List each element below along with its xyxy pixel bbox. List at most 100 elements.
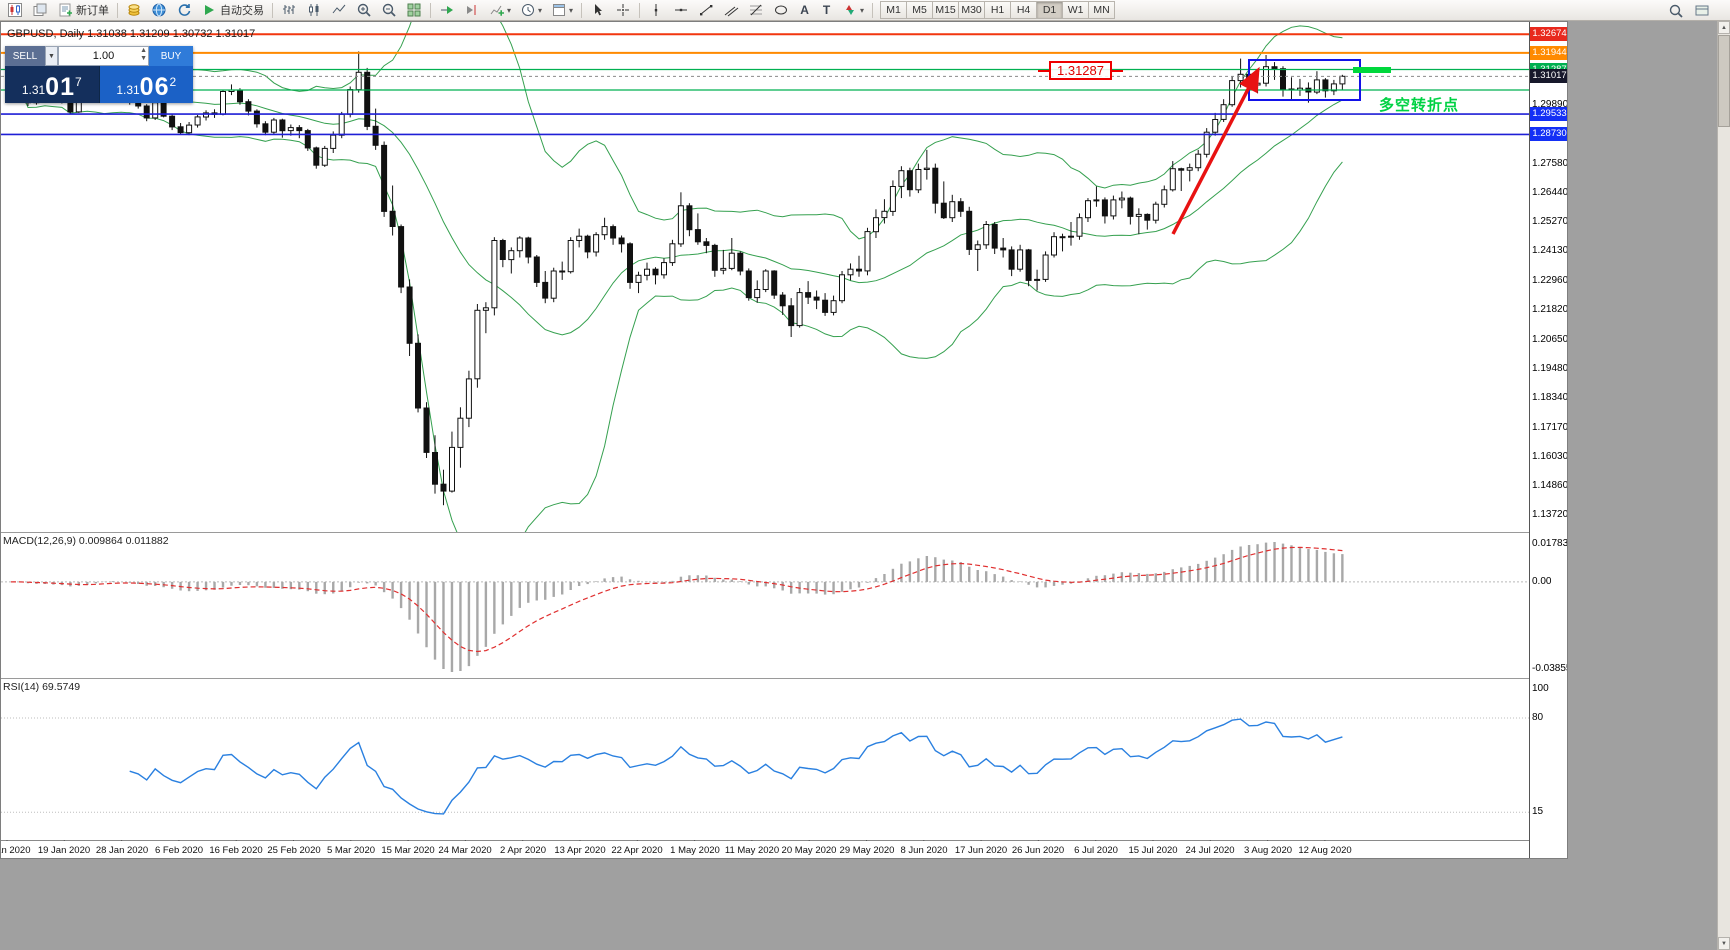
date-label: 26 Jun 2020 (1011, 845, 1065, 856)
timeframe-m30-button[interactable]: M30 (958, 1, 986, 19)
price-scale-label: 1.19480 (1532, 363, 1568, 374)
timeframe-d1-button[interactable]: D1 (1036, 1, 1064, 19)
periods-button[interactable]: ▾ (516, 1, 546, 20)
horizontal-line-tool-button[interactable] (669, 1, 693, 20)
crosshair-icon (615, 2, 631, 18)
refresh-button[interactable] (172, 1, 196, 20)
new-order-button[interactable]: 新订单 (53, 1, 113, 20)
chart-window: GBPUSD, Daily 1.31038 1.31209 1.30732 1.… (0, 21, 1568, 859)
sell-price-big: 01 (45, 73, 75, 101)
price-callout-label[interactable]: 1.31287 (1038, 61, 1123, 80)
new-order-icon (57, 2, 73, 18)
date-label: 29 May 2020 (839, 845, 895, 856)
shapes-tool-button[interactable] (769, 1, 793, 20)
timeframe-h1-button[interactable]: H1 (984, 1, 1012, 19)
price-tag: 1.29533 (1530, 107, 1567, 121)
bar-chart-mode-button[interactable] (277, 1, 301, 20)
volume-stepper[interactable]: ▲ ▼ (140, 47, 147, 63)
price-chart-canvas[interactable] (1, 22, 1568, 859)
timeframe-h4-button[interactable]: H4 (1010, 1, 1038, 19)
chart-profiles-button[interactable] (28, 1, 52, 20)
vertical-line-tool-button[interactable] (644, 1, 668, 20)
scroll-down-arrow-icon[interactable]: ▼ (1718, 937, 1730, 950)
coins-icon (126, 2, 142, 18)
workspace-layout-button[interactable] (1690, 1, 1714, 20)
auto-trading-button[interactable]: 自动交易 (197, 1, 268, 20)
price-scale-label: 1.16030 (1532, 451, 1568, 462)
text-a-icon: A (800, 3, 809, 17)
sell-price-sup: 7 (74, 75, 82, 89)
globe-icon (151, 2, 167, 18)
date-axis[interactable]: 9 Jan 2020 19 Jan 2020 28 Jan 2020 6 Feb 20… (1, 841, 1529, 858)
scrollbar-thumb[interactable] (1718, 35, 1730, 127)
trend-note-text[interactable]: 多空转折点 (1379, 97, 1460, 114)
sell-button[interactable]: SELL (5, 46, 45, 66)
stepper-up-icon[interactable]: ▲ (140, 47, 147, 54)
auto-scroll-button[interactable] (435, 1, 459, 20)
volume-preset-dropdown[interactable]: ▼ (45, 46, 58, 66)
line-chart-icon (331, 2, 347, 18)
timeframe-w1-button[interactable]: W1 (1062, 1, 1090, 19)
chevron-down-icon: ▾ (569, 5, 574, 15)
tile-windows-button[interactable] (402, 1, 426, 20)
timeframe-m15-button[interactable]: M15 (932, 1, 960, 19)
price-scale-label: 1.22960 (1532, 275, 1568, 286)
date-label: 6 Jul 2020 (1074, 845, 1118, 856)
toolbar-separator (872, 2, 874, 18)
timeframe-m1-button[interactable]: M1 (880, 1, 908, 19)
candle-chart-mode-button[interactable] (302, 1, 326, 20)
date-label: 15 Mar 2020 (381, 845, 435, 856)
buy-button[interactable]: BUY (149, 46, 193, 66)
trendline-tool-button[interactable] (694, 1, 718, 20)
rsi-scale-label: 80 (1532, 712, 1544, 723)
workspace-scrollbar[interactable]: ▲ ▼ (1717, 21, 1730, 950)
indicators-button[interactable]: ▾ (485, 1, 515, 20)
date-label: 8 Jun 2020 (900, 845, 948, 856)
zoom-in-button[interactable] (352, 1, 376, 20)
price-axis[interactable]: 1.29890 1.27580 1.26440 1.25270 1.24130 1.229… (1530, 22, 1568, 858)
scroll-up-arrow-icon[interactable]: ▲ (1718, 21, 1730, 34)
timeframe-mn-button[interactable]: MN (1088, 1, 1116, 19)
chart-shift-button[interactable] (460, 1, 484, 20)
buy-price-prefix: 1.31 (116, 83, 140, 97)
stepper-down-icon[interactable]: ▼ (140, 55, 147, 62)
macd-indicator-label: MACD(12,26,9) 0.009864 0.011882 (3, 535, 169, 547)
chart-shift-icon (464, 2, 480, 18)
profiles-icon (32, 2, 48, 18)
crosshair-tool-button[interactable] (611, 1, 635, 20)
volume-input[interactable]: 1.00 ▲ ▼ (58, 46, 149, 66)
layout-icon (1694, 3, 1710, 19)
sell-price-display[interactable]: 1.31 01 7 (5, 66, 99, 103)
timeframe-m5-button[interactable]: M5 (906, 1, 934, 19)
candles-icon (306, 2, 322, 18)
date-label: 11 May 2020 (724, 845, 780, 856)
price-tag: 1.32674 (1530, 27, 1567, 41)
price-tag: 1.28730 (1530, 127, 1567, 141)
line-chart-mode-button[interactable] (327, 1, 351, 20)
date-label: 24 Mar 2020 (438, 845, 492, 856)
channel-tool-button[interactable] (719, 1, 743, 20)
search-button[interactable] (1664, 1, 1688, 20)
rsi-indicator-label: RSI(14) 69.5749 (3, 681, 81, 693)
arrows-tool-button[interactable]: ▾ (838, 1, 868, 20)
price-scale-label: 1.26440 (1532, 187, 1568, 198)
price-scale-label: 1.20650 (1532, 334, 1568, 345)
one-click-trading-panel: SELL ▼ 1.00 ▲ ▼ BUY 1.31 01 7 1.31 06 2 (5, 46, 193, 103)
text-label-tool-button[interactable]: T (816, 1, 837, 20)
price-scale-label: 1.18340 (1532, 392, 1568, 403)
zoom-out-button[interactable] (377, 1, 401, 20)
date-label: 20 May 2020 (781, 845, 837, 856)
cursor-tool-button[interactable] (586, 1, 610, 20)
date-label: 17 Jun 2020 (954, 845, 1008, 856)
buy-price-display[interactable]: 1.31 06 2 (99, 66, 193, 103)
text-tool-button[interactable]: A (794, 1, 815, 20)
date-label: 16 Feb 2020 (209, 845, 263, 856)
community-button[interactable] (147, 1, 171, 20)
date-label: 9 Jan 2020 (1, 845, 31, 856)
new-chart-button[interactable] (3, 1, 27, 20)
fibonacci-tool-button[interactable] (744, 1, 768, 20)
templates-button[interactable]: ▾ (547, 1, 577, 20)
play-icon (201, 2, 217, 18)
deposit-button[interactable] (122, 1, 146, 20)
volume-value: 1.00 (92, 50, 115, 62)
